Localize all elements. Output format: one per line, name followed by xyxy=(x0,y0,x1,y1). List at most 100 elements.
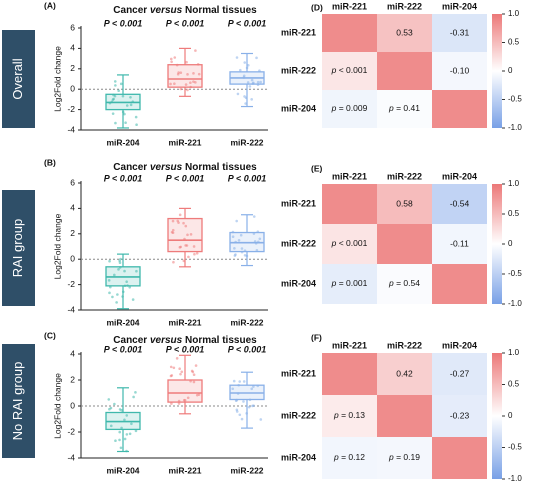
heatmap-correlation-value: 0.53 xyxy=(396,27,413,37)
data-point xyxy=(256,384,260,388)
data-point xyxy=(234,399,238,403)
data-point xyxy=(110,100,114,104)
heatmap-correlation-value: 0.42 xyxy=(396,368,413,378)
heatmap-correlation-value: -0.54 xyxy=(450,198,470,208)
heatmap-correlation-value: -0.11 xyxy=(450,238,469,248)
data-point xyxy=(125,104,129,107)
data-point xyxy=(252,232,256,235)
data-point xyxy=(123,437,127,441)
row-label-text: RAI group xyxy=(10,219,25,278)
data-point xyxy=(247,64,250,67)
data-point xyxy=(121,110,125,114)
row-label-3: No RAI group xyxy=(2,344,35,458)
heatmap-cell xyxy=(432,90,487,128)
data-point xyxy=(248,85,252,88)
data-point xyxy=(123,269,126,273)
heatmap-panel-D: (D) miR-221 miR-221 miR-222 miR-222 miR-204 mi… xyxy=(281,1,522,132)
boxplot-panel-B: (B) Cancer versus Normal tissues -4 -2 0 2 4 6 L… xyxy=(44,157,268,327)
data-point xyxy=(192,80,195,83)
data-point xyxy=(255,56,258,60)
y-tick-label: 4 xyxy=(70,348,75,358)
p-value-label: P < 0.001 xyxy=(228,344,266,354)
heatmap-col-label: miR-204 xyxy=(442,171,477,181)
colorbar-tick-label: 0 xyxy=(508,66,513,75)
data-point xyxy=(193,252,196,256)
data-point xyxy=(235,56,239,59)
data-point xyxy=(240,417,244,421)
colorbar xyxy=(492,14,502,128)
data-point xyxy=(123,284,127,288)
data-point xyxy=(182,259,186,263)
box-miR-204 xyxy=(105,253,141,310)
data-point xyxy=(238,68,242,72)
data-point xyxy=(253,240,257,243)
panel-letter: (D) xyxy=(311,2,323,12)
data-point xyxy=(184,224,188,228)
data-point xyxy=(128,285,132,289)
y-tick-label: 2 xyxy=(70,63,75,73)
p-value-label: P < 0.001 xyxy=(104,173,142,183)
data-point xyxy=(125,414,129,417)
data-point xyxy=(236,92,240,96)
data-point xyxy=(192,72,195,75)
heatmap-col-label: miR-222 xyxy=(387,340,422,350)
heatmap-cell xyxy=(377,14,432,52)
data-point xyxy=(250,78,254,82)
data-point xyxy=(231,387,234,391)
data-point xyxy=(186,233,189,237)
boxplot-panel-C: (C) Cancer versus Normal tissues -4 -2 0 2 4 Lo… xyxy=(44,330,268,475)
data-point xyxy=(123,112,126,116)
panel-letter: (B) xyxy=(44,157,56,167)
heatmap-cell xyxy=(432,224,487,264)
colorbar-tick-label: 0 xyxy=(508,411,513,420)
data-point xyxy=(132,395,135,399)
heatmap-col-label: miR-221 xyxy=(332,340,367,350)
data-point xyxy=(233,247,236,250)
heatmap-row-label: miR-221 xyxy=(281,368,316,378)
data-point xyxy=(242,76,246,79)
data-point xyxy=(245,254,249,258)
data-point xyxy=(231,235,235,239)
data-point xyxy=(171,219,175,223)
heatmap-cell xyxy=(377,90,432,128)
data-point xyxy=(179,372,182,376)
box-miR-222 xyxy=(229,214,265,267)
heatmap-row-label: miR-221 xyxy=(281,27,316,37)
row-label-2: RAI group xyxy=(2,190,35,306)
data-point xyxy=(179,87,183,91)
box-iqr xyxy=(167,217,203,253)
y-tick-label: -4 xyxy=(67,304,75,314)
data-point xyxy=(231,230,235,234)
y-tick-label: 4 xyxy=(70,203,75,213)
box-miR-221 xyxy=(167,207,203,268)
colorbar-tick-label: 1.0 xyxy=(508,9,520,18)
data-point xyxy=(239,233,243,237)
data-point xyxy=(113,80,117,83)
data-point xyxy=(183,237,186,241)
data-point xyxy=(237,238,241,242)
y-tick-label: 6 xyxy=(70,22,75,32)
data-point xyxy=(240,247,244,250)
heatmap-p-value: p = 0.001 xyxy=(331,278,368,288)
data-point xyxy=(255,249,259,252)
colorbar-tick-label: 1.0 xyxy=(508,179,520,188)
x-tick-label: miR-222 xyxy=(230,465,263,475)
box-miR-222 xyxy=(229,52,265,108)
data-point xyxy=(232,379,236,383)
data-point xyxy=(125,280,128,284)
data-point xyxy=(186,73,189,76)
data-point xyxy=(259,80,262,84)
data-point xyxy=(189,233,193,236)
colorbar-tick-label: 1.0 xyxy=(508,348,520,357)
data-point xyxy=(183,399,187,402)
data-point xyxy=(125,449,128,453)
y-tick-label: -2 xyxy=(67,426,75,436)
y-tick-label: 0 xyxy=(70,400,75,410)
heatmap-p-value: p = 0.41 xyxy=(388,103,420,113)
data-point xyxy=(124,121,127,125)
heatmap-cell xyxy=(432,353,487,395)
data-point xyxy=(247,405,251,409)
data-point xyxy=(184,83,188,86)
data-point xyxy=(113,402,116,406)
data-point xyxy=(177,71,180,74)
